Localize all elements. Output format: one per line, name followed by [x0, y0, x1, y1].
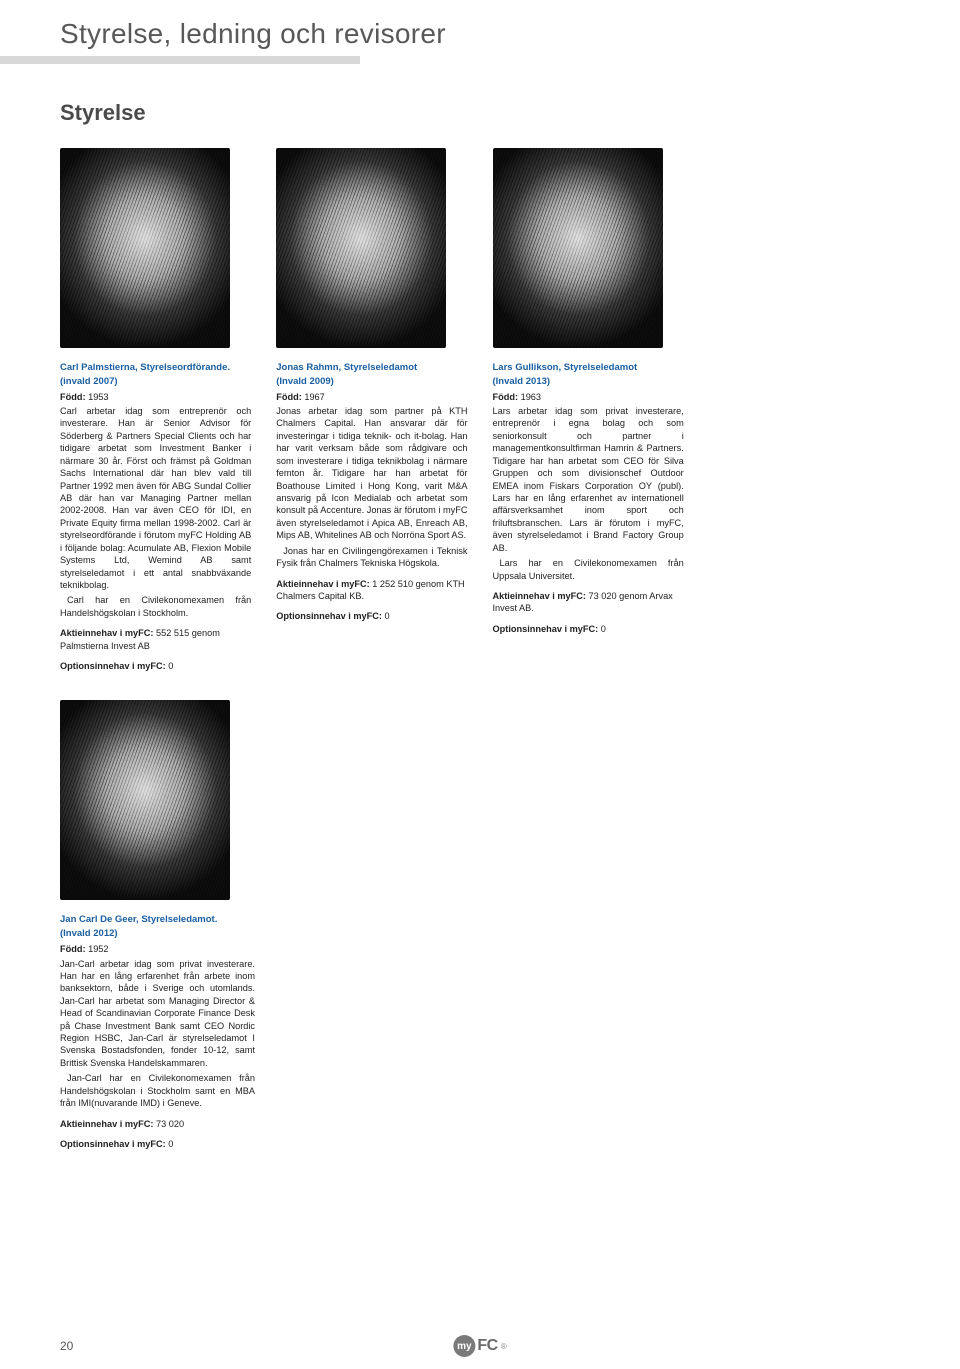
member-elected: (Invald 2012): [60, 928, 255, 941]
born-value: 1967: [304, 392, 324, 402]
born-label: Född:: [493, 392, 519, 402]
member-bio: Jonas arbetar idag som partner på KTH Ch…: [276, 405, 467, 569]
member-elected: (Invald 2009): [276, 376, 467, 389]
born-label: Född:: [60, 944, 86, 954]
member-name: Lars Gullikson, Styrelseledamot: [493, 362, 684, 375]
bio-paragraph: Lars har en Civilekonomexamen från Uppsa…: [493, 557, 684, 582]
member-card: Carl Palmstierna, Styrelseordförande. (i…: [60, 148, 251, 672]
member-shares: Aktieinnehav i myFC: 1 252 510 genom KTH…: [276, 578, 467, 603]
bio-paragraph: Lars arbetar idag som privat investerare…: [493, 405, 684, 554]
born-label: Född:: [60, 392, 86, 402]
bio-paragraph: Jonas arbetar idag som partner på KTH Ch…: [276, 405, 467, 542]
section-title: Styrelse: [60, 100, 960, 126]
logo-registered-icon: ®: [501, 1342, 507, 1351]
member-card: Lars Gullikson, Styrelseledamot (Invald …: [493, 148, 684, 672]
options-label: Optionsinnehav i myFC:: [276, 611, 382, 621]
bio-paragraph: Carl har en Civilekonomexamen från Hande…: [60, 594, 251, 619]
member-bio: Carl arbetar idag som entreprenör och in…: [60, 405, 251, 619]
member-bio: Lars arbetar idag som privat investerare…: [493, 405, 684, 582]
options-label: Optionsinnehav i myFC:: [60, 661, 166, 671]
bio-paragraph: Jan-Carl arbetar idag som privat investe…: [60, 958, 255, 1070]
options-value: 0: [601, 624, 606, 634]
member-elected: (Invald 2013): [493, 376, 684, 389]
shares-label: Aktieinnehav i myFC:: [493, 591, 586, 601]
member-options: Optionsinnehav i myFC: 0: [276, 610, 467, 622]
shares-label: Aktieinnehav i myFC:: [60, 1119, 153, 1129]
member-row-1: Carl Palmstierna, Styrelseordförande. (i…: [60, 148, 900, 672]
logo-fc-text: FC: [477, 1337, 497, 1355]
born-value: 1953: [88, 392, 108, 402]
member-born: Född: 1952: [60, 943, 255, 955]
member-shares: Aktieinnehav i myFC: 552 515 genom Palms…: [60, 627, 251, 652]
shares-label: Aktieinnehav i myFC:: [60, 628, 153, 638]
member-card: Jonas Rahmn, Styrelseledamot (Invald 200…: [276, 148, 467, 672]
options-value: 0: [168, 661, 173, 671]
bio-paragraph: Jan-Carl har en Civilekonomexamen från H…: [60, 1072, 255, 1109]
member-shares: Aktieinnehav i myFC: 73 020 genom Arvax …: [493, 590, 684, 615]
member-born: Född: 1967: [276, 391, 467, 403]
member-name: Carl Palmstierna, Styrelseordförande.: [60, 362, 251, 375]
member-name: Jan Carl De Geer, Styrelseledamot.: [60, 914, 255, 927]
portrait-image: [60, 700, 230, 900]
bio-paragraph: Carl arbetar idag som entreprenör och in…: [60, 405, 251, 591]
member-bio: Jan-Carl arbetar idag som privat investe…: [60, 958, 255, 1110]
member-card: Jan Carl De Geer, Styrelseledamot. (Inva…: [60, 700, 255, 1150]
options-label: Optionsinnehav i myFC:: [60, 1139, 166, 1149]
portrait-image: [493, 148, 663, 348]
options-label: Optionsinnehav i myFC:: [493, 624, 599, 634]
shares-label: Aktieinnehav i myFC:: [276, 579, 369, 589]
born-value: 1952: [88, 944, 108, 954]
member-options: Optionsinnehav i myFC: 0: [60, 1138, 255, 1150]
member-born: Född: 1963: [493, 391, 684, 403]
member-shares: Aktieinnehav i myFC: 73 020: [60, 1118, 255, 1130]
portrait-image: [276, 148, 446, 348]
member-elected: (invald 2007): [60, 376, 251, 389]
member-options: Optionsinnehav i myFC: 0: [493, 623, 684, 635]
born-value: 1963: [521, 392, 541, 402]
options-value: 0: [384, 611, 389, 621]
logo-my-circle: my: [453, 1335, 475, 1357]
shares-value: 73 020: [156, 1119, 184, 1129]
member-row-2: Jan Carl De Geer, Styrelseledamot. (Inva…: [60, 700, 900, 1150]
member-options: Optionsinnehav i myFC: 0: [60, 660, 251, 672]
member-born: Född: 1953: [60, 391, 251, 403]
title-rule: [0, 56, 360, 64]
page-title: Styrelse, ledning och revisorer: [60, 18, 960, 50]
bio-paragraph: Jonas har en Civilingengörexamen i Tekni…: [276, 545, 467, 570]
portrait-image: [60, 148, 230, 348]
member-name: Jonas Rahmn, Styrelseledamot: [276, 362, 467, 375]
options-value: 0: [168, 1139, 173, 1149]
born-label: Född:: [276, 392, 302, 402]
spacer-card: [709, 148, 900, 672]
logo: my FC ®: [453, 1335, 506, 1357]
